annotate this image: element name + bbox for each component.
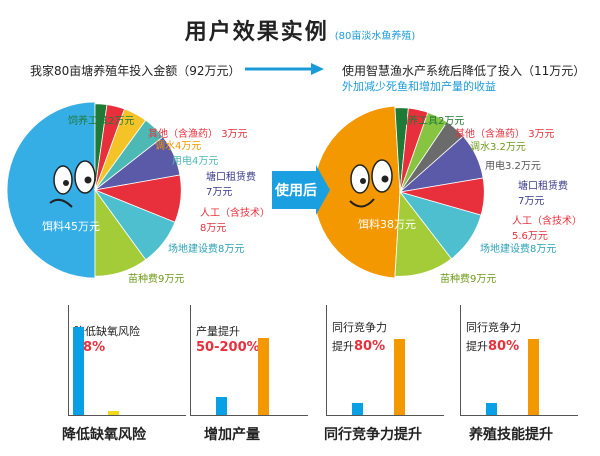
intro-right: 使用智慧渔水产系统后降低了投入（11万元） [342,64,586,78]
label-before-tool: 饲养工具2万元 [68,116,135,127]
label-after-seed: 苗种费9万元 [440,274,497,285]
caption-skill: 养殖技能提升 [469,427,553,443]
label-before-feed: 饵料45万元 [42,220,100,233]
label-before-other: 其他（含渔药） 3万元 [148,129,248,140]
panel-yield-bar-1 [216,396,227,415]
panel-skill-desc2: 提升80% [466,339,520,354]
panel-competition-bar-1 [352,402,363,415]
label-after-water: 调水3.2万元 [470,142,526,153]
panel-skill-bar-2 [528,339,539,415]
label-after-power: 用电3.2万元 [485,161,541,172]
panel-yield-bar-2 [258,337,269,415]
panel-yield-desc: 产量提升 [196,325,240,338]
panel-oxygen-desc: 降低缺氧风险 [74,325,140,338]
panel-skill-bar-1 [486,402,497,415]
panel-competition-bar-2 [394,339,405,415]
after-arrow: 使用后 [272,165,330,215]
panel-oxygen-bar-2 [108,411,119,415]
pie-slice [6,101,96,279]
face-before [49,160,96,208]
panel-skill: 同行竞争力 提升80% [460,305,585,420]
subtitle: (80亩淡水鱼养殖) [334,31,416,42]
panel-skill-desc: 同行竞争力 [466,321,521,334]
label-after-tool: 饲养工具2万元 [398,116,465,127]
pie-slice [394,190,452,277]
face-after [349,159,393,208]
arrow-right-icon [245,63,324,75]
label-after-labor: 人工（含技术） 5.6万元 [512,216,582,242]
caption-competition: 同行竞争力提升 [324,427,422,443]
label-after-other: 其他（含渔药） 3万元 [455,129,555,140]
label-before-rent: 塘口租赁费 7万元 [206,172,256,198]
intro-left: 我家80亩塘养殖年投入金额（92万元） [30,64,241,78]
label-before-power: 用电4万元 [172,156,219,167]
caption-yield: 增加产量 [204,427,260,443]
after-label: 使用后 [275,183,317,199]
label-before-site: 场地建设费8万元 [168,244,245,255]
panel-oxygen-bar-1 [73,327,84,415]
panel-yield-value: 50-200% [196,340,260,355]
panel-competition: 同行竞争力 提升80% [326,305,451,420]
pie-slice [94,188,147,277]
arrow-block-icon [272,165,330,215]
pie-charts [6,101,485,279]
panel-competition-desc: 同行竞争力 [332,321,387,334]
caption-oxygen: 降低缺氧风险 [62,427,146,443]
label-before-seed: 苗种费9万元 [128,274,185,285]
title-text: 用户效果实例 [184,20,329,45]
label-after-rent: 塘口租赁费 7万元 [518,181,568,207]
intro-right-note: 外加减少死鱼和增加产量的收益 [342,80,496,93]
panel-oxygen: 降低缺氧风险 98% [68,305,193,420]
panel-yield: 产量提升 50-200% [190,305,315,420]
label-after-site: 场地建设费8万元 [480,244,557,255]
page-title: 用户效果实例 (80亩淡水鱼养殖) [0,14,600,46]
pie-chart-before [6,101,182,279]
label-after-feed: 饵料38万元 [358,218,416,231]
label-before-labor: 人工（含技术） 8万元 [200,208,270,234]
panel-competition-desc2: 提升80% [332,339,386,354]
label-before-water: 调水4万元 [155,141,202,152]
